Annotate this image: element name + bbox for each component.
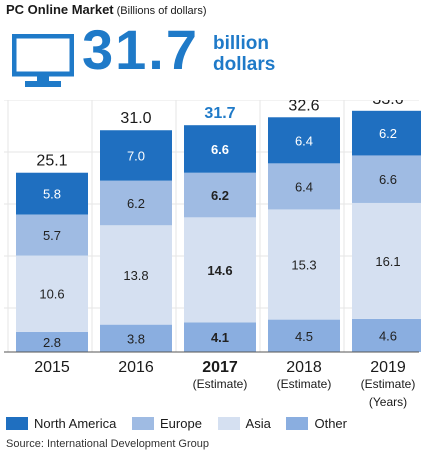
highlight-unit: billion dollars xyxy=(213,33,275,75)
data-label-europe-2017: 6.2 xyxy=(211,188,229,203)
bar-other-2017 xyxy=(184,322,256,352)
data-label-other-2016: 3.8 xyxy=(127,331,145,346)
x-tick-label-2015: 2015 xyxy=(34,359,70,376)
bar-north-america-2019 xyxy=(352,110,421,156)
data-label-north-america-2015: 5.8 xyxy=(43,187,61,202)
legend-item-other: Other xyxy=(286,416,347,431)
legend-item-asia: Asia xyxy=(217,416,271,431)
total-label-2018: 32.6 xyxy=(288,100,319,114)
x-tick-note-2019: (Estimate) xyxy=(361,377,416,391)
bar-asia-2016 xyxy=(100,225,172,325)
x-tick-label-2018: 2018 xyxy=(286,359,322,376)
bar-asia-2019 xyxy=(352,202,421,319)
highlight-value: 31.7 xyxy=(82,18,199,81)
bar-europe-2017 xyxy=(184,172,256,218)
bar-europe-2019 xyxy=(352,155,421,203)
data-label-europe-2018: 6.4 xyxy=(295,179,313,194)
total-label-2015: 25.1 xyxy=(36,153,67,170)
chart-unit: (Billions of dollars) xyxy=(116,5,207,17)
bar-asia-2018 xyxy=(268,209,340,320)
x-tick-label-2019: 2019 xyxy=(370,359,406,376)
data-label-other-2018: 4.5 xyxy=(295,329,313,344)
chart-title-row: PC Online Market (Billions of dollars) xyxy=(6,1,207,19)
legend-label-north-america: North America xyxy=(34,416,117,431)
data-label-north-america-2018: 6.4 xyxy=(295,133,313,148)
monitor-icon xyxy=(12,34,74,87)
legend-label-asia: Asia xyxy=(245,416,271,431)
data-label-asia-2017: 14.6 xyxy=(207,263,232,278)
data-label-europe-2015: 5.7 xyxy=(43,228,61,243)
data-label-asia-2018: 15.3 xyxy=(291,258,316,273)
total-label-2016: 31.0 xyxy=(120,110,151,127)
data-label-asia-2019: 16.1 xyxy=(375,254,400,269)
highlight-unit-line2: dollars xyxy=(213,54,276,75)
bar-north-america-2018 xyxy=(268,117,340,164)
data-label-other-2019: 4.6 xyxy=(379,328,397,343)
bar-other-2018 xyxy=(268,319,340,352)
bar-north-america-2015 xyxy=(16,172,88,215)
x-axis-unit-label: (Years) xyxy=(369,395,407,409)
bar-north-america-2017 xyxy=(184,125,256,173)
data-label-north-america-2019: 6.2 xyxy=(379,126,397,141)
data-label-other-2015: 2.8 xyxy=(43,335,61,350)
stacked-bar-chart: 2.8 10.6 5.7 5.8 25.1 2015 3.8 13.8 6.2 7.0 31.0 20… xyxy=(4,100,421,409)
legend-item-north-america: North America xyxy=(6,416,116,431)
legend-item-europe: Europe xyxy=(132,416,202,431)
x-tick-label-2016: 2016 xyxy=(118,359,154,376)
bar-other-2016 xyxy=(100,324,172,352)
legend-swatch-north-america xyxy=(6,417,28,430)
bar-other-2015 xyxy=(16,331,88,352)
total-label-2017: 31.7 xyxy=(204,105,235,122)
bar-asia-2015 xyxy=(16,255,88,332)
x-tick-note-2017: (Estimate) xyxy=(193,377,248,391)
x-tick-note-2018: (Estimate) xyxy=(277,377,332,391)
data-label-north-america-2017: 6.6 xyxy=(211,142,229,157)
bar-europe-2018 xyxy=(268,163,340,210)
source-note: Source: International Development Group xyxy=(6,438,210,450)
bar-north-america-2016 xyxy=(100,130,172,181)
legend: North America Europe Asia Other xyxy=(6,416,359,433)
legend-label-europe: Europe xyxy=(160,416,202,431)
x-tick-label-2017: 2017 xyxy=(202,359,238,376)
data-label-europe-2016: 6.2 xyxy=(127,196,145,211)
data-label-asia-2015: 10.6 xyxy=(39,287,64,302)
chart-title: PC Online Market xyxy=(6,2,114,17)
legend-swatch-asia xyxy=(217,417,240,430)
bar-asia-2017 xyxy=(184,217,256,323)
legend-swatch-other xyxy=(286,417,309,430)
highlight-unit-line1: billion xyxy=(213,33,269,54)
data-label-asia-2016: 13.8 xyxy=(123,268,148,283)
bar-europe-2016 xyxy=(100,180,172,226)
data-label-north-america-2016: 7.0 xyxy=(127,148,145,163)
total-label-2019: 33.6 xyxy=(372,100,403,108)
data-label-europe-2019: 6.6 xyxy=(379,172,397,187)
data-label-other-2017: 4.1 xyxy=(211,330,229,345)
bar-europe-2015 xyxy=(16,214,88,256)
legend-label-other: Other xyxy=(314,416,347,431)
bar-other-2019 xyxy=(352,318,421,352)
legend-swatch-europe xyxy=(132,417,154,430)
